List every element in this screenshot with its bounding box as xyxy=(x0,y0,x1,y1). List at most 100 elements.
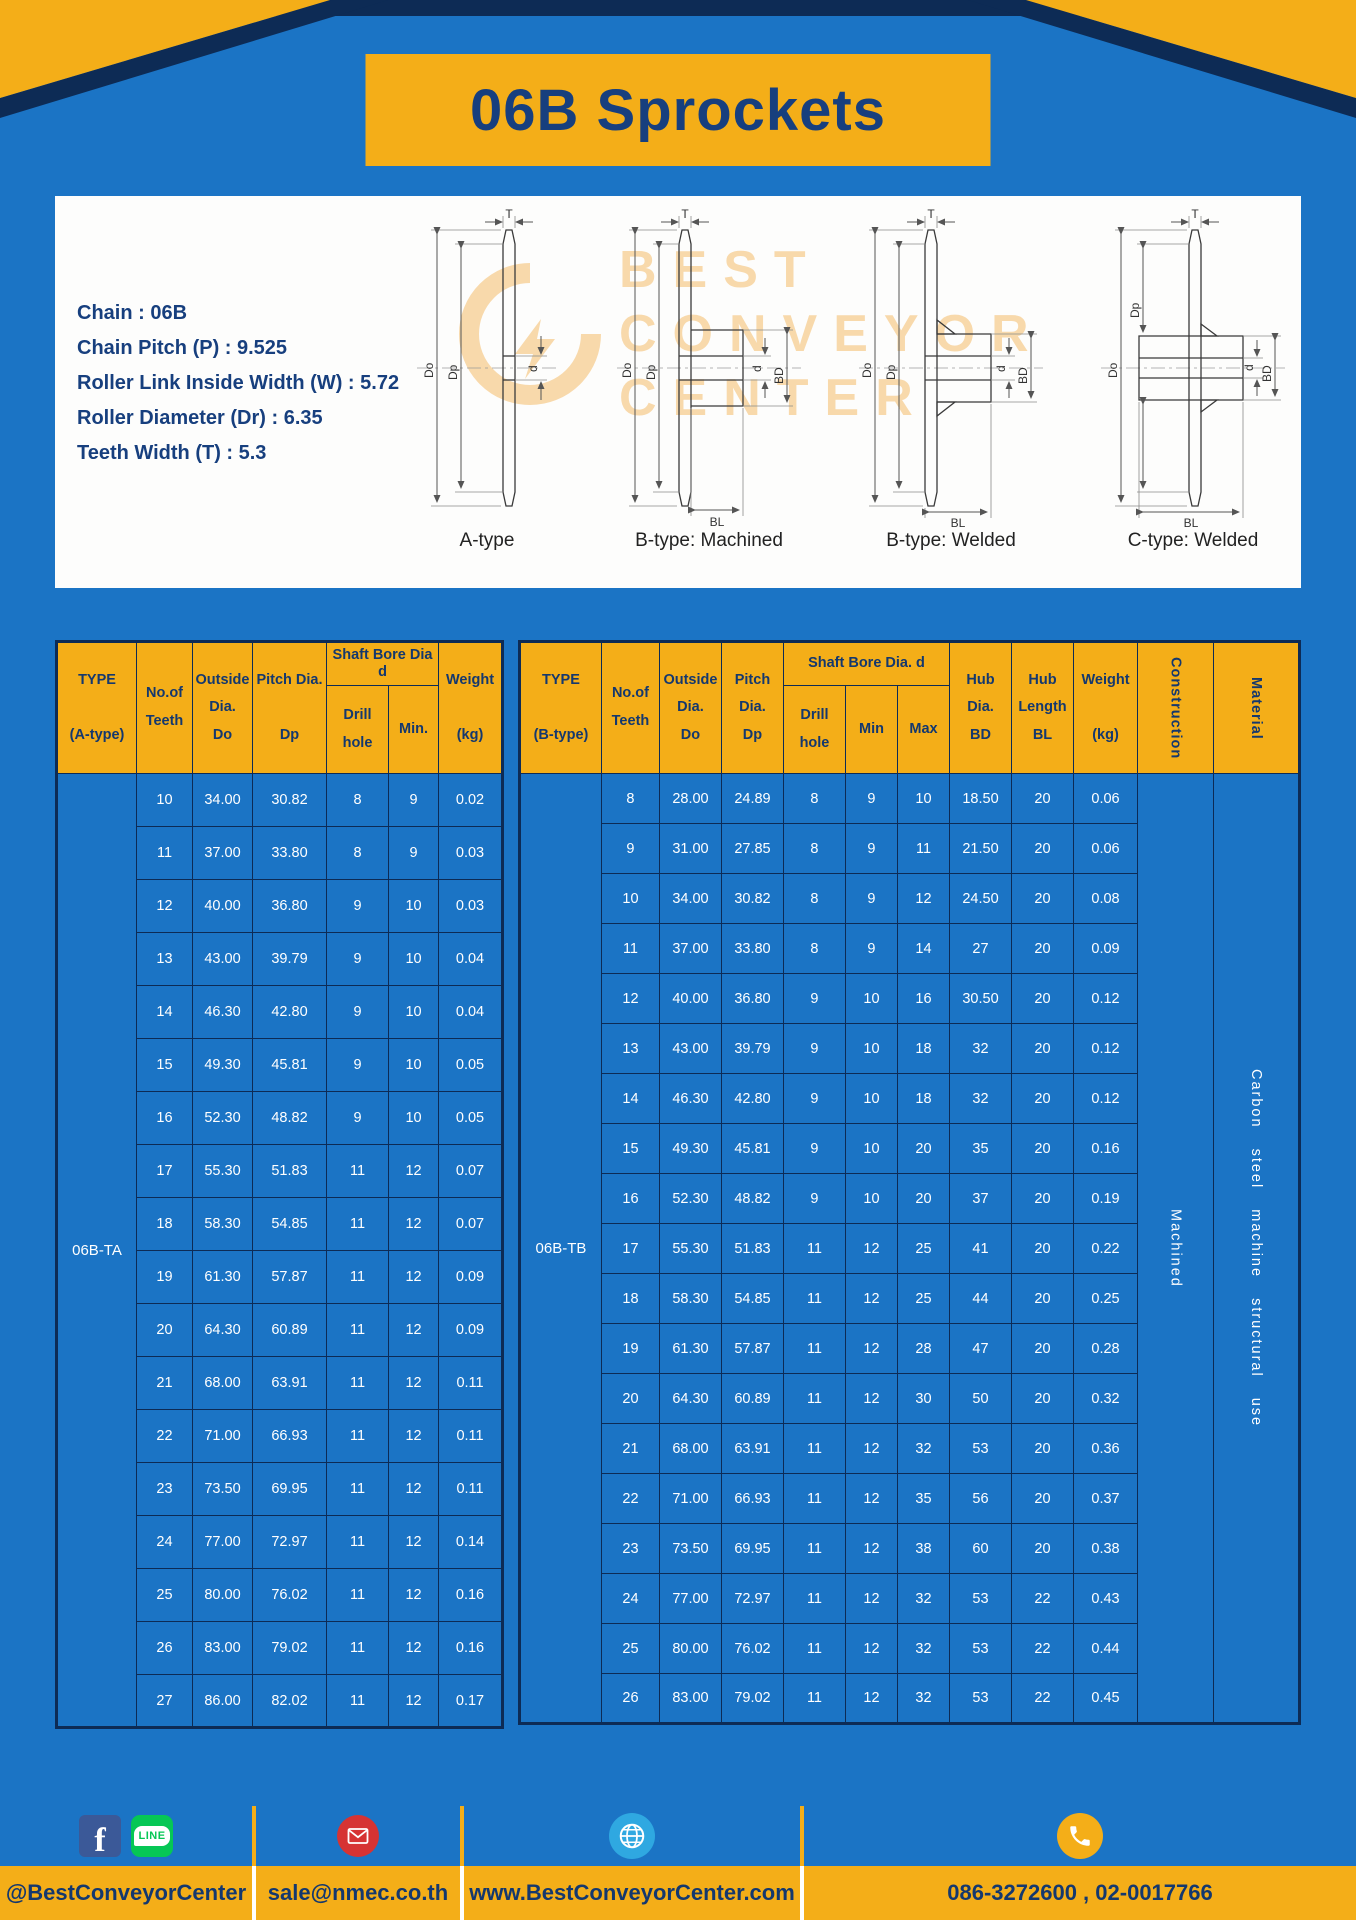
table-cell: 25 xyxy=(896,1223,951,1274)
table-cell: 28.00 xyxy=(658,773,722,824)
table-cell: 0.07 xyxy=(438,1144,504,1198)
table-cell: 76.02 xyxy=(252,1568,327,1622)
dim-label-d: d xyxy=(1242,364,1256,371)
table-cell: 39.79 xyxy=(720,1023,784,1074)
col-header-drill-hole: Drill hole xyxy=(782,685,846,774)
table-cell: 11 xyxy=(326,1197,389,1251)
table-row: 24 77.00 72.97 11 12 0.14 xyxy=(57,1515,504,1569)
table-cell: 20 xyxy=(1011,773,1074,824)
dim-label-dp: Dp xyxy=(644,364,658,380)
page-title: 06B Sprockets xyxy=(470,77,886,143)
table-cell: 16 xyxy=(896,973,951,1024)
table-cell: 11 xyxy=(326,1250,389,1304)
table-cell: 49.30 xyxy=(658,1123,722,1174)
table-cell: 12 xyxy=(387,1250,440,1304)
email-address[interactable]: sale@nmec.co.th xyxy=(252,1866,460,1920)
facebook-icon[interactable]: f xyxy=(79,1815,121,1857)
table-cell: 73.50 xyxy=(658,1523,722,1574)
table-cell: 77.00 xyxy=(658,1573,722,1624)
diagram-b-type-welded: T Do Dp d BD BL xyxy=(851,208,1051,560)
phone-icon[interactable] xyxy=(1057,1813,1103,1859)
dim-label-bd: BD xyxy=(1016,367,1030,384)
table-cell: 20 xyxy=(1011,823,1074,874)
col-header-type-b: TYPE (B-type) xyxy=(518,641,602,774)
table-cell: 76.02 xyxy=(720,1623,784,1674)
table-cell: 20 xyxy=(1011,1073,1074,1124)
table-cell: 20 xyxy=(1011,923,1074,974)
table-row: 26 83.00 79.02 11 12 0.16 xyxy=(57,1621,504,1675)
c-type-welded-drawing: T Do Dp d BD xyxy=(1101,208,1285,528)
table-cell: 28 xyxy=(896,1323,951,1374)
table-cell: 63.91 xyxy=(720,1423,784,1474)
table-cell: 12 xyxy=(387,1674,440,1728)
table-cell: 53 xyxy=(949,1573,1012,1624)
table-cell: 0.12 xyxy=(1073,1073,1138,1124)
table-cell: 10 xyxy=(387,932,440,986)
table-cell: 23 xyxy=(136,1462,193,1516)
table-cell: 11 xyxy=(782,1573,846,1624)
spec-line: Roller Diameter (Dr) : 6.35 xyxy=(77,407,323,429)
table-cell: 55.30 xyxy=(192,1144,253,1198)
table-cell: 8 xyxy=(326,773,389,827)
table-cell: 20 xyxy=(896,1123,951,1174)
table-cell: 25 xyxy=(600,1623,660,1674)
table-cell: 17 xyxy=(136,1144,193,1198)
table-cell: 32 xyxy=(896,1623,951,1674)
table-cell: 30 xyxy=(896,1373,951,1424)
table-cell: 68.00 xyxy=(192,1356,253,1410)
title-banner: 06B Sprockets xyxy=(365,54,991,166)
table-cell: 57.87 xyxy=(720,1323,784,1374)
diagram-caption: B-type: Welded xyxy=(886,530,1016,551)
diagram-c-type-welded: T Do Dp d BD xyxy=(1093,208,1293,560)
table-cell: 14 xyxy=(600,1073,660,1124)
table-cell: 35 xyxy=(949,1123,1012,1174)
table-cell: 32 xyxy=(896,1573,951,1624)
table-cell: 11 xyxy=(326,1568,389,1622)
table-row: 14 46.30 42.80 9 10 18 32 20 0.12 xyxy=(519,1073,1299,1124)
table-cell: 47 xyxy=(949,1323,1012,1374)
table-cell: 0.11 xyxy=(438,1356,504,1410)
table-cell: 0.22 xyxy=(1073,1223,1138,1274)
dim-label-bd: BD xyxy=(772,367,786,384)
table-cell: 18 xyxy=(600,1273,660,1324)
website-url[interactable]: www.BestConveyorCenter.com xyxy=(460,1866,800,1920)
table-cell: 22 xyxy=(1011,1623,1074,1674)
table-cell: 20 xyxy=(1011,1323,1074,1374)
line-icon[interactable]: LINE xyxy=(131,1815,173,1857)
table-cell: 20 xyxy=(1011,1223,1074,1274)
table-cell: 42.80 xyxy=(252,985,327,1039)
table-cell: 9 xyxy=(782,1073,846,1124)
table-cell: 11 xyxy=(782,1623,846,1674)
table-cell: 18 xyxy=(136,1197,193,1251)
table-cell: 63.91 xyxy=(252,1356,327,1410)
table-cell: 9 xyxy=(326,1091,389,1145)
table-cell: 20 xyxy=(1011,1423,1074,1474)
col-header-material: Material xyxy=(1213,641,1300,774)
table-cell: 26 xyxy=(600,1673,660,1724)
globe-icon[interactable] xyxy=(609,1813,655,1859)
table-cell: 12 xyxy=(844,1323,898,1374)
diagram-a-type: T Do Dp d A-type xyxy=(407,208,567,560)
mail-icon[interactable] xyxy=(337,1815,379,1857)
table-cell: 9 xyxy=(326,932,389,986)
spec-line: Chain Pitch (P) : 9.525 xyxy=(77,337,288,359)
table-cell: 43.00 xyxy=(658,1023,722,1074)
facebook-handle[interactable]: @BestConveyorCenter xyxy=(5,1880,247,1905)
table-cell: 11 xyxy=(896,823,951,874)
table-cell: 30.50 xyxy=(949,973,1012,1024)
table-row: 26 83.00 79.02 11 12 32 53 22 0.45 xyxy=(519,1673,1299,1724)
table-row: 25 80.00 76.02 11 12 32 53 22 0.44 xyxy=(519,1623,1299,1674)
col-header-hub-dia: Hub Dia. BD xyxy=(949,641,1012,774)
table-row: 06B-TA 10 34.00 30.82 8 9 0.02 xyxy=(56,773,504,1728)
table-cell: 18 xyxy=(896,1073,951,1124)
table-cell: 10 xyxy=(387,1091,440,1145)
table-cell: 11 xyxy=(782,1523,846,1574)
table-cell: 39.79 xyxy=(252,932,327,986)
table-cell: 38 xyxy=(896,1523,951,1574)
phone-numbers[interactable]: 086-3272600 , 02-0017766 xyxy=(800,1866,1356,1920)
dim-label-d: d xyxy=(750,365,764,372)
table-cell: 10 xyxy=(896,773,951,824)
dim-label-dp: Dp xyxy=(1128,302,1142,318)
table-cell: 36.80 xyxy=(252,879,327,933)
table-cell: 9 xyxy=(326,879,389,933)
